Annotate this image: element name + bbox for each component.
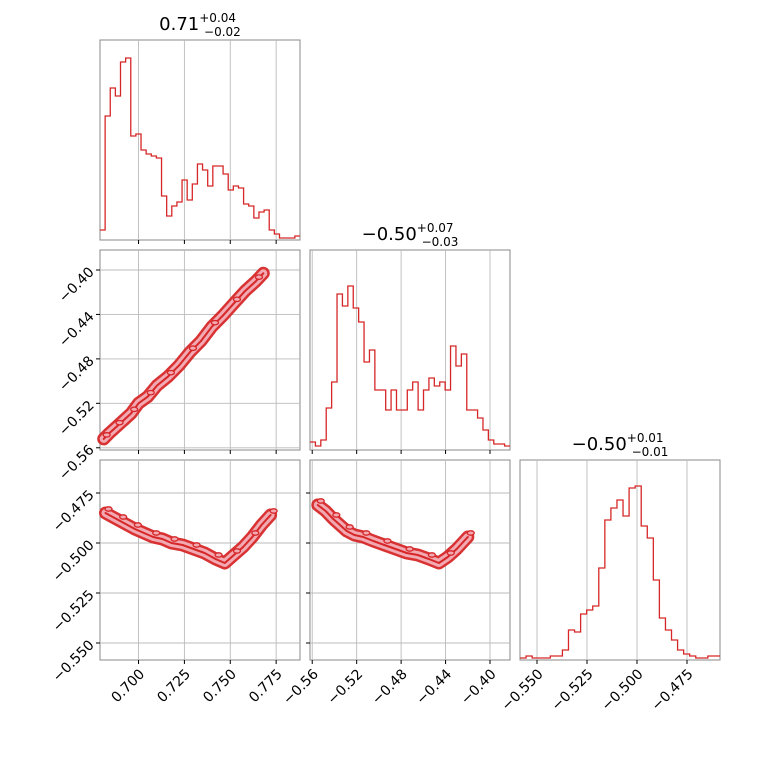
x-tick-label: −0.525 xyxy=(549,666,597,714)
title-param-2-main: −0.50 xyxy=(362,224,417,245)
panel-1-1 xyxy=(99,39,301,244)
x-tick-label: −0.500 xyxy=(599,666,647,714)
histogram-param-3 xyxy=(520,485,720,659)
data-point xyxy=(316,498,325,504)
data-point xyxy=(192,542,201,548)
title-param-1-main: 0.71 xyxy=(159,14,199,35)
title-param-3-sup: +0.01 xyxy=(627,431,664,445)
title-param-2-sup: +0.07 xyxy=(417,221,454,235)
title-param-1-sub: −0.02 xyxy=(204,25,241,39)
x-tick-label: 0.775 xyxy=(246,666,286,706)
y-tick-label: −0.44 xyxy=(56,309,98,351)
title-param-3: −0.50+0.01 −0.01 xyxy=(572,431,669,459)
x-tick-label: −0.40 xyxy=(458,666,500,708)
data-point xyxy=(332,512,341,518)
data-point xyxy=(383,538,392,544)
x-tick-label: −0.48 xyxy=(369,666,411,708)
title-param-1: 0.71+0.04 −0.02 xyxy=(159,11,241,39)
y-tick-label: −0.48 xyxy=(56,353,98,395)
contour-inner xyxy=(104,512,272,564)
y-tick-label: −0.56 xyxy=(56,442,98,484)
x-tick-label: −0.44 xyxy=(414,666,456,708)
data-point xyxy=(232,548,242,554)
y-tick-label: −0.500 xyxy=(50,537,98,585)
data-point xyxy=(170,536,179,542)
histogram-param-2 xyxy=(310,285,510,447)
panel-3-3 xyxy=(519,459,721,664)
x-tick-label: 0.700 xyxy=(108,666,148,706)
data-point xyxy=(146,389,155,396)
y-tick-label: −0.40 xyxy=(56,264,98,306)
x-tick-label: −0.550 xyxy=(499,666,547,714)
data-point xyxy=(210,319,220,326)
data-point xyxy=(166,369,176,376)
title-param-2-sub: −0.03 xyxy=(422,235,459,249)
data-point xyxy=(466,530,475,536)
histogram-param-1 xyxy=(100,57,300,239)
data-point xyxy=(214,552,223,558)
data-point xyxy=(254,274,264,280)
data-point xyxy=(405,546,414,552)
panel-2-1 xyxy=(96,249,301,454)
data-point xyxy=(104,506,113,512)
x-tick-label: 0.725 xyxy=(154,666,194,706)
data-point xyxy=(269,508,278,514)
panel-frame xyxy=(99,39,301,241)
data-point xyxy=(251,530,260,536)
y-tick-label: −0.525 xyxy=(50,587,98,635)
data-point xyxy=(345,524,354,530)
title-param-3-sub: −0.01 xyxy=(632,445,669,459)
y-tick-label: −0.550 xyxy=(50,637,98,685)
panel-3-2 xyxy=(306,459,511,664)
contour-inner xyxy=(316,504,469,564)
data-point xyxy=(188,345,198,352)
x-tick-label: −0.52 xyxy=(325,666,367,708)
panel-frame xyxy=(519,459,721,661)
panel-2-2 xyxy=(309,249,511,454)
title-param-3-main: −0.50 xyxy=(572,434,627,455)
data-point xyxy=(427,552,437,558)
panel-frame xyxy=(99,459,301,661)
y-tick-label: −0.52 xyxy=(56,398,98,440)
data-point xyxy=(102,432,111,438)
data-point xyxy=(232,296,242,303)
data-point xyxy=(133,522,143,528)
title-param-1-sup: +0.04 xyxy=(199,11,236,25)
x-tick-label: −0.475 xyxy=(649,666,697,714)
data-point xyxy=(119,514,128,520)
data-point xyxy=(115,419,124,426)
y-tick-label: −0.475 xyxy=(50,487,98,535)
panel-3-1 xyxy=(96,459,301,664)
data-point xyxy=(446,550,455,556)
data-point xyxy=(362,530,371,536)
x-tick-label: 0.750 xyxy=(200,666,240,706)
title-param-2: −0.50+0.07 −0.03 xyxy=(362,221,459,249)
data-point xyxy=(152,530,161,536)
data-point xyxy=(130,406,139,413)
x-tick-label: −0.56 xyxy=(280,666,322,708)
panel-frame xyxy=(309,249,511,451)
